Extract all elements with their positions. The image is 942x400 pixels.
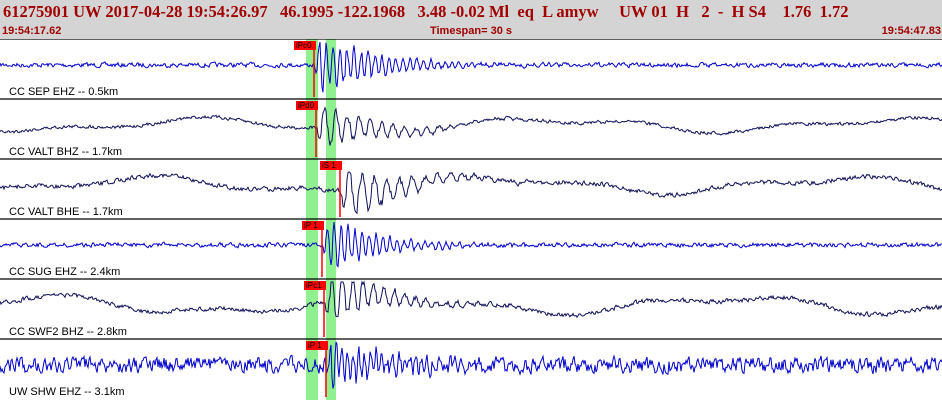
trace-station-label: CC SUG EHZ -- 2.4km [9, 266, 120, 278]
start-time-label: 19:54:17.62 [2, 25, 62, 37]
pick-label: iPd0 [298, 101, 315, 110]
trace-station-label: CC VALT BHZ -- 1.7km [9, 146, 122, 158]
end-time-label: 19:54:47.83 [881, 25, 941, 37]
waveform-trace [0, 221, 942, 268]
pick-flag[interactable] [294, 41, 316, 50]
waveform-trace [0, 280, 942, 319]
pick-flag[interactable] [320, 161, 342, 170]
event-header: 61275901 UW 2017-04-28 19:54:26.97 46.19… [0, 0, 942, 39]
waveform-trace [0, 41, 942, 93]
pick-label: iS 1 [322, 161, 336, 170]
pick-label: iP 1 [308, 341, 322, 350]
timespan-label: Timespan= 30 s [429, 25, 513, 37]
pick-label: iPc1 [306, 281, 322, 290]
waveform-trace [0, 171, 942, 215]
pick-flag[interactable] [306, 341, 328, 350]
trace-station-label: CC VALT BHE -- 1.7km [9, 206, 123, 218]
waveform-trace [0, 106, 942, 146]
trace-station-label: CC SWF2 BHZ -- 2.8km [9, 326, 127, 338]
trace-station-label: CC SEP EHZ -- 0.5km [9, 86, 118, 98]
pick-label: iPc0 [296, 41, 312, 50]
pick-flag[interactable] [302, 221, 324, 230]
seismogram-panel[interactable]: iPc0 CC SEP EHZ -- 0.5km iPd0 CC VALT BHZ -… [0, 39, 942, 400]
pick-flag[interactable] [304, 281, 326, 290]
event-summary-line: 61275901 UW 2017-04-28 19:54:26.97 46.19… [3, 2, 849, 21]
waveform-trace [0, 341, 942, 389]
pick-flag[interactable] [296, 101, 318, 110]
trace-station-label: UW SHW EHZ -- 3.1km [9, 386, 125, 398]
pick-label: iP 1 [304, 221, 318, 230]
